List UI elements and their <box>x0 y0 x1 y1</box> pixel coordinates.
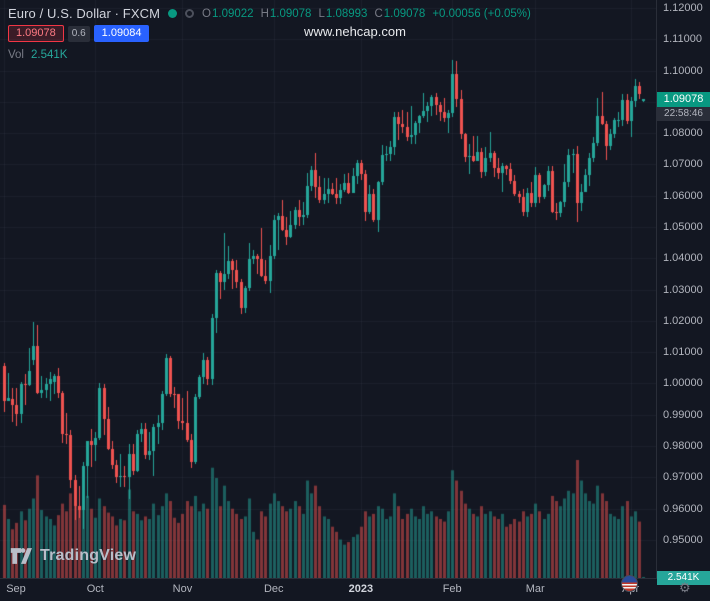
volume-legend: Vol 2.541K <box>8 49 67 61</box>
price-axis-label: 1.00000 <box>663 377 703 390</box>
price-axis-label: 0.98000 <box>663 440 703 453</box>
ohlc-high-label: H <box>260 7 269 20</box>
sell-price-button[interactable]: 1.09078 <box>8 25 64 42</box>
time-axis-label: Mar <box>525 583 545 595</box>
countdown-timer: 22:58:46 <box>657 107 710 121</box>
time-axis-label: Sep <box>6 583 26 595</box>
ohlc-close-value: 1.09078 <box>383 7 426 20</box>
tradingview-logo-text: TradingView <box>40 547 137 564</box>
ohlc-low-label: L <box>318 7 325 20</box>
ohlc-open-value: 1.09022 <box>211 7 254 20</box>
price-change: +0.00056 (+0.05%) <box>432 7 531 20</box>
ohlc-readout: O 1.09022 H 1.09078 L 1.08993 C 1.09078 +0.0… <box>202 8 531 20</box>
price-axis-label: 1.01000 <box>663 346 703 359</box>
price-axis-label: 1.08000 <box>663 127 703 140</box>
volume-value: 2.541K <box>31 49 68 61</box>
symbol-title: Euro / U.S. Dollar · FXCM <box>8 6 161 21</box>
volume-label: Vol <box>8 49 24 61</box>
price-axis-label: 1.05000 <box>663 221 703 234</box>
broker-logo-icon[interactable] <box>621 575 638 592</box>
price-axis[interactable]: 1.120001.110001.100001.090001.080001.070… <box>656 0 710 578</box>
time-axis[interactable]: SepOctNovDec2023FebMarApr <box>0 578 710 601</box>
price-axis-label: 0.99000 <box>663 408 703 421</box>
market-status-dot-icon <box>168 9 178 18</box>
price-axis-label: 1.10000 <box>663 64 703 77</box>
price-axis-label: 1.12000 <box>663 2 703 14</box>
ohlc-low-value: 1.08993 <box>325 7 368 20</box>
price-axis-label: 1.07000 <box>663 158 703 171</box>
symbol-legend: Euro / U.S. Dollar · FXCM O 1.09022 H 1.09… <box>8 6 531 21</box>
quote-row: 1.09078 0.6 1.09084 <box>8 25 150 42</box>
price-axis-label: 1.11000 <box>663 33 702 46</box>
current-price-badge: 1.09078 <box>657 92 710 107</box>
buy-price-button[interactable]: 1.09084 <box>93 25 150 42</box>
price-axis-label: 1.02000 <box>663 314 703 327</box>
price-axis-label: 1.04000 <box>663 252 703 265</box>
site-watermark: www.nehcap.com <box>304 24 406 39</box>
spread-value: 0.6 <box>67 25 90 42</box>
ohlc-close-label: C <box>374 7 383 20</box>
time-axis-label: Feb <box>442 583 462 595</box>
price-axis-label: 0.96000 <box>663 502 703 515</box>
time-axis-label: 2023 <box>348 583 374 595</box>
price-axis-label: 0.95000 <box>663 533 703 546</box>
time-axis-label: Nov <box>172 583 193 595</box>
ohlc-high-value: 1.09078 <box>269 7 312 20</box>
settings-gear-icon[interactable]: ⚙ <box>679 580 691 595</box>
price-axis-label: 0.97000 <box>663 471 703 484</box>
price-axis-label: 1.03000 <box>663 283 703 296</box>
tradingview-logo-icon <box>10 546 32 566</box>
price-axis-label: 1.06000 <box>663 189 703 202</box>
tradingview-logo[interactable]: TradingView <box>10 546 136 566</box>
volume-badge: 2.541K <box>657 571 710 585</box>
time-axis-label: Dec <box>263 583 284 595</box>
time-axis-label: Oct <box>86 583 104 595</box>
ohlc-open-label: O <box>202 7 211 20</box>
legend-toggle-icon[interactable] <box>185 9 195 18</box>
